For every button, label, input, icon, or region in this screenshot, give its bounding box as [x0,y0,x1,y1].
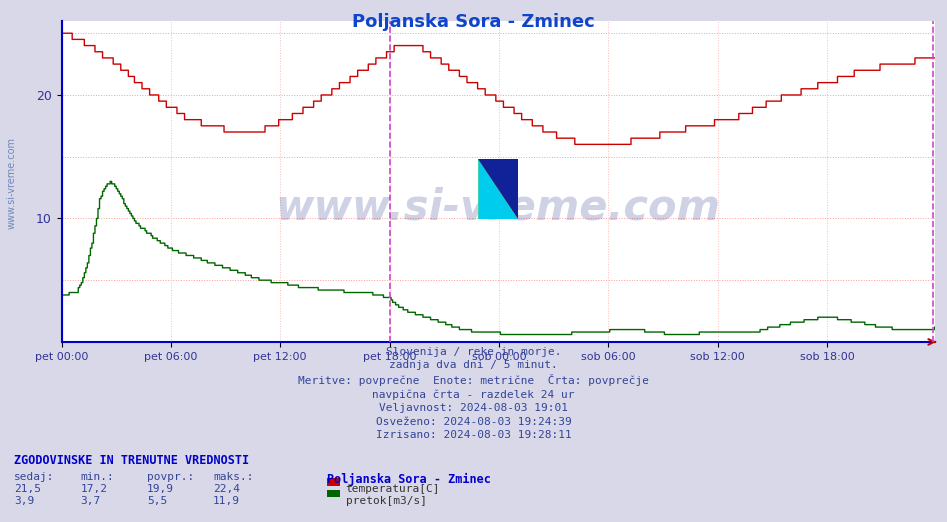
Text: temperatura[C]: temperatura[C] [346,484,440,494]
Text: 5,5: 5,5 [147,496,167,506]
Polygon shape [478,159,518,219]
Polygon shape [478,159,518,219]
Text: 3,7: 3,7 [80,496,100,506]
Polygon shape [478,159,518,219]
Text: Slovenija / reke in morje.
zadnja dva dni / 5 minut.
Meritve: povprečne  Enote: : Slovenija / reke in morje. zadnja dva dn… [298,347,649,440]
Text: povpr.:: povpr.: [147,472,194,482]
Text: 11,9: 11,9 [213,496,241,506]
Text: Poljanska Sora - Zminec: Poljanska Sora - Zminec [327,472,491,485]
Text: www.si-vreme.com: www.si-vreme.com [7,137,16,229]
Text: pretok[m3/s]: pretok[m3/s] [346,496,427,506]
Text: maks.:: maks.: [213,472,254,482]
Text: 17,2: 17,2 [80,484,108,494]
Text: 3,9: 3,9 [14,496,34,506]
Text: Poljanska Sora - Zminec: Poljanska Sora - Zminec [352,13,595,31]
Text: sedaj:: sedaj: [14,472,55,482]
Text: 22,4: 22,4 [213,484,241,494]
Text: 19,9: 19,9 [147,484,174,494]
Text: www.si-vreme.com: www.si-vreme.com [276,186,721,228]
Text: ZGODOVINSKE IN TRENUTNE VREDNOSTI: ZGODOVINSKE IN TRENUTNE VREDNOSTI [14,454,249,467]
Text: 21,5: 21,5 [14,484,42,494]
Text: min.:: min.: [80,472,115,482]
